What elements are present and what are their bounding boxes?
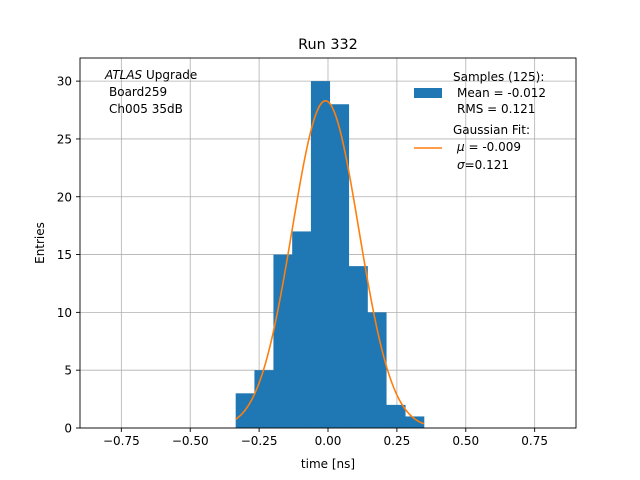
y-tick-label: 15 <box>57 248 72 262</box>
y-axis-label: Entries <box>33 222 47 264</box>
histogram-bar <box>273 254 293 428</box>
x-tick-label: −0.25 <box>241 434 278 448</box>
y-tick-label: 30 <box>57 75 72 89</box>
legend-mu-value: = -0.009 <box>465 140 521 154</box>
legend-fit-line-1: Gaussian Fit: <box>453 123 530 137</box>
x-axis-ticks: −0.75 −0.50 −0.25 0.00 0.25 0.50 0.75 <box>103 428 548 448</box>
x-tick-label: −0.75 <box>103 434 140 448</box>
histogram-bar <box>254 370 274 428</box>
legend-samples-line-2: Mean = -0.012 <box>457 86 546 100</box>
legend-mu-symbol: μ <box>456 140 465 154</box>
histogram-bar <box>292 231 312 428</box>
histogram-bar <box>348 266 368 428</box>
histogram-bar <box>367 312 387 428</box>
legend-samples-patch <box>414 88 442 98</box>
histogram-bar <box>329 104 350 428</box>
x-tick-label: 0.25 <box>384 434 411 448</box>
y-axis-ticks: 0 5 10 15 20 25 30 <box>57 75 80 436</box>
y-tick-label: 5 <box>64 364 72 378</box>
y-tick-label: 10 <box>57 306 72 320</box>
histogram-bar <box>405 416 425 428</box>
y-tick-label: 25 <box>57 132 72 146</box>
legend-sigma-value: =0.121 <box>465 158 509 172</box>
annotation-line-1: ATLAS Upgrade <box>104 68 197 82</box>
legend-sigma-symbol: σ <box>457 158 465 172</box>
gaussian-fit-curve <box>235 100 425 425</box>
histogram-bars <box>235 81 425 428</box>
x-tick-label: −0.50 <box>172 434 209 448</box>
legend-fit-line-2: μ = -0.009 <box>456 140 521 154</box>
annotation-block: ATLAS Upgrade Board259 Ch005 35dB <box>104 68 197 116</box>
x-tick-label: 0.50 <box>452 434 479 448</box>
y-tick-label: 0 <box>64 422 72 436</box>
x-tick-label: 0.75 <box>521 434 548 448</box>
histogram-bar <box>310 81 331 428</box>
histogram-bar <box>386 404 406 428</box>
chart-title: Run 332 <box>298 37 358 53</box>
y-tick-label: 20 <box>57 190 72 204</box>
annotation-atlas-italic: ATLAS <box>104 68 143 82</box>
x-tick-label: 0.00 <box>315 434 342 448</box>
legend-samples-line-3: RMS = 0.121 <box>457 102 535 116</box>
legend-samples-line-1: Samples (125): <box>453 70 544 84</box>
legend: Samples (125): Mean = -0.012 RMS = 0.121… <box>414 70 546 172</box>
x-axis-label: time [ns] <box>301 457 355 471</box>
annotation-line-3: Ch005 35dB <box>109 102 183 116</box>
annotation-upgrade: Upgrade <box>142 68 197 82</box>
annotation-line-2: Board259 <box>109 85 167 99</box>
legend-fit-line-3: σ=0.121 <box>457 158 509 172</box>
